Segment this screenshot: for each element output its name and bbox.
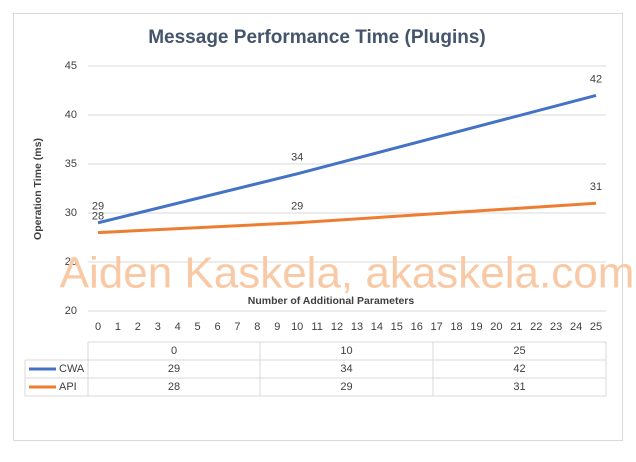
x-tick-label: 17 [431, 321, 443, 333]
table-cell: 31 [513, 381, 525, 393]
table-cell: 28 [168, 381, 180, 393]
y-tick-label: 30 [65, 207, 77, 219]
x-tick-label: 7 [234, 321, 240, 333]
x-tick-label: 18 [450, 321, 462, 333]
x-tick-label: 12 [331, 321, 343, 333]
data-label: 42 [590, 73, 602, 85]
x-tick-label: 0 [95, 321, 101, 333]
table-header: 10 [340, 345, 352, 357]
data-label: 29 [92, 201, 104, 213]
x-tick-label: 14 [371, 321, 383, 333]
x-tick-label: 5 [195, 321, 201, 333]
y-tick-label: 35 [65, 158, 77, 170]
y-axis-label: Operation Time (ms) [32, 138, 44, 240]
series-line [97, 93, 597, 225]
x-tick-label: 4 [175, 321, 181, 333]
x-tick-label: 8 [254, 321, 260, 333]
y-tick-label: 40 [65, 109, 77, 121]
watermark: Aiden Kaskela, akaskela.com [60, 249, 635, 298]
table-cell: 34 [340, 363, 352, 375]
table-cell: 29 [340, 381, 352, 393]
x-tick-label: 9 [274, 321, 280, 333]
x-tick-label: 20 [490, 321, 502, 333]
y-tick-label: 20 [65, 305, 77, 317]
x-tick-label: 24 [570, 321, 582, 333]
x-tick-label: 21 [510, 321, 522, 333]
x-tick-label: 1 [115, 321, 121, 333]
table-header: 0 [171, 345, 177, 357]
chart-border [13, 13, 623, 441]
x-tick-label: 19 [470, 321, 482, 333]
x-tick-label: 25 [590, 321, 602, 333]
table-cell: 42 [513, 363, 525, 375]
x-tick-label: 13 [351, 321, 363, 333]
table-header: 25 [513, 345, 525, 357]
table-cell: 29 [168, 363, 180, 375]
legend-label: CWA [59, 363, 85, 375]
series-line [97, 201, 597, 235]
y-tick-label: 45 [65, 60, 77, 72]
legend-label: API [59, 381, 77, 393]
x-axis-label: Number of Additional Parameters [248, 295, 415, 307]
x-tick-label: 23 [550, 321, 562, 333]
x-tick-label: 2 [135, 321, 141, 333]
x-tick-label: 6 [214, 321, 220, 333]
x-tick-label: 22 [530, 321, 542, 333]
x-tick-label: 11 [311, 321, 322, 333]
x-tick-label: 10 [291, 321, 303, 333]
x-tick-label: 16 [411, 321, 423, 333]
data-label: 34 [291, 152, 303, 164]
data-label: 31 [590, 181, 602, 193]
y-tick-label: 25 [65, 256, 77, 268]
data-label: 29 [291, 201, 303, 213]
x-tick-label: 15 [391, 321, 403, 333]
x-tick-label: 3 [155, 321, 161, 333]
data-label: 28 [92, 211, 104, 223]
chart-title: Message Performance Time (Plugins) [148, 27, 486, 48]
